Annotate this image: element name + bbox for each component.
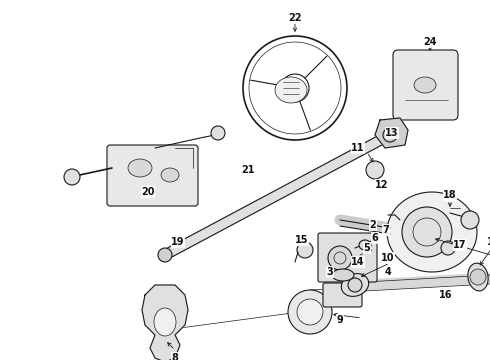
Text: 6: 6 — [371, 233, 378, 243]
Circle shape — [288, 290, 332, 334]
Circle shape — [158, 248, 172, 262]
Text: 4: 4 — [385, 267, 392, 277]
FancyBboxPatch shape — [107, 145, 198, 206]
Ellipse shape — [359, 240, 371, 250]
Ellipse shape — [332, 269, 354, 281]
Circle shape — [402, 207, 452, 257]
Text: 3: 3 — [327, 267, 333, 277]
Text: 13: 13 — [385, 128, 399, 138]
FancyBboxPatch shape — [323, 283, 362, 307]
Circle shape — [297, 299, 323, 325]
Text: 17: 17 — [453, 240, 467, 250]
Ellipse shape — [414, 77, 436, 93]
Ellipse shape — [128, 159, 152, 177]
Circle shape — [383, 128, 397, 142]
Text: 15: 15 — [295, 235, 309, 245]
Circle shape — [470, 269, 486, 285]
Text: 5: 5 — [364, 243, 370, 253]
Text: 22: 22 — [288, 13, 302, 23]
Circle shape — [461, 211, 479, 229]
FancyBboxPatch shape — [318, 233, 377, 282]
Circle shape — [297, 242, 313, 258]
Text: 11: 11 — [351, 143, 365, 153]
Text: 2: 2 — [369, 220, 376, 230]
Text: 20: 20 — [141, 187, 155, 197]
Text: 19: 19 — [171, 237, 185, 247]
Ellipse shape — [161, 168, 179, 182]
Text: 10: 10 — [381, 253, 395, 263]
Text: 18: 18 — [443, 190, 457, 200]
Circle shape — [64, 169, 80, 185]
Ellipse shape — [275, 77, 307, 103]
Polygon shape — [142, 285, 188, 360]
Text: 14: 14 — [351, 257, 365, 267]
Text: 7: 7 — [383, 225, 390, 235]
Circle shape — [348, 278, 362, 292]
Polygon shape — [375, 118, 408, 148]
Text: 12: 12 — [375, 180, 389, 190]
Circle shape — [366, 161, 384, 179]
Ellipse shape — [468, 263, 488, 291]
Polygon shape — [163, 131, 392, 260]
Circle shape — [441, 241, 455, 255]
Text: 21: 21 — [241, 165, 255, 175]
Ellipse shape — [154, 308, 176, 336]
Text: 9: 9 — [337, 315, 343, 325]
Circle shape — [328, 246, 352, 270]
Ellipse shape — [387, 192, 477, 272]
Ellipse shape — [342, 274, 368, 296]
Circle shape — [211, 126, 225, 140]
Text: 16: 16 — [439, 290, 453, 300]
FancyBboxPatch shape — [393, 50, 458, 120]
Text: 24: 24 — [423, 37, 437, 47]
Text: 8: 8 — [172, 353, 178, 360]
Text: 1: 1 — [487, 237, 490, 247]
